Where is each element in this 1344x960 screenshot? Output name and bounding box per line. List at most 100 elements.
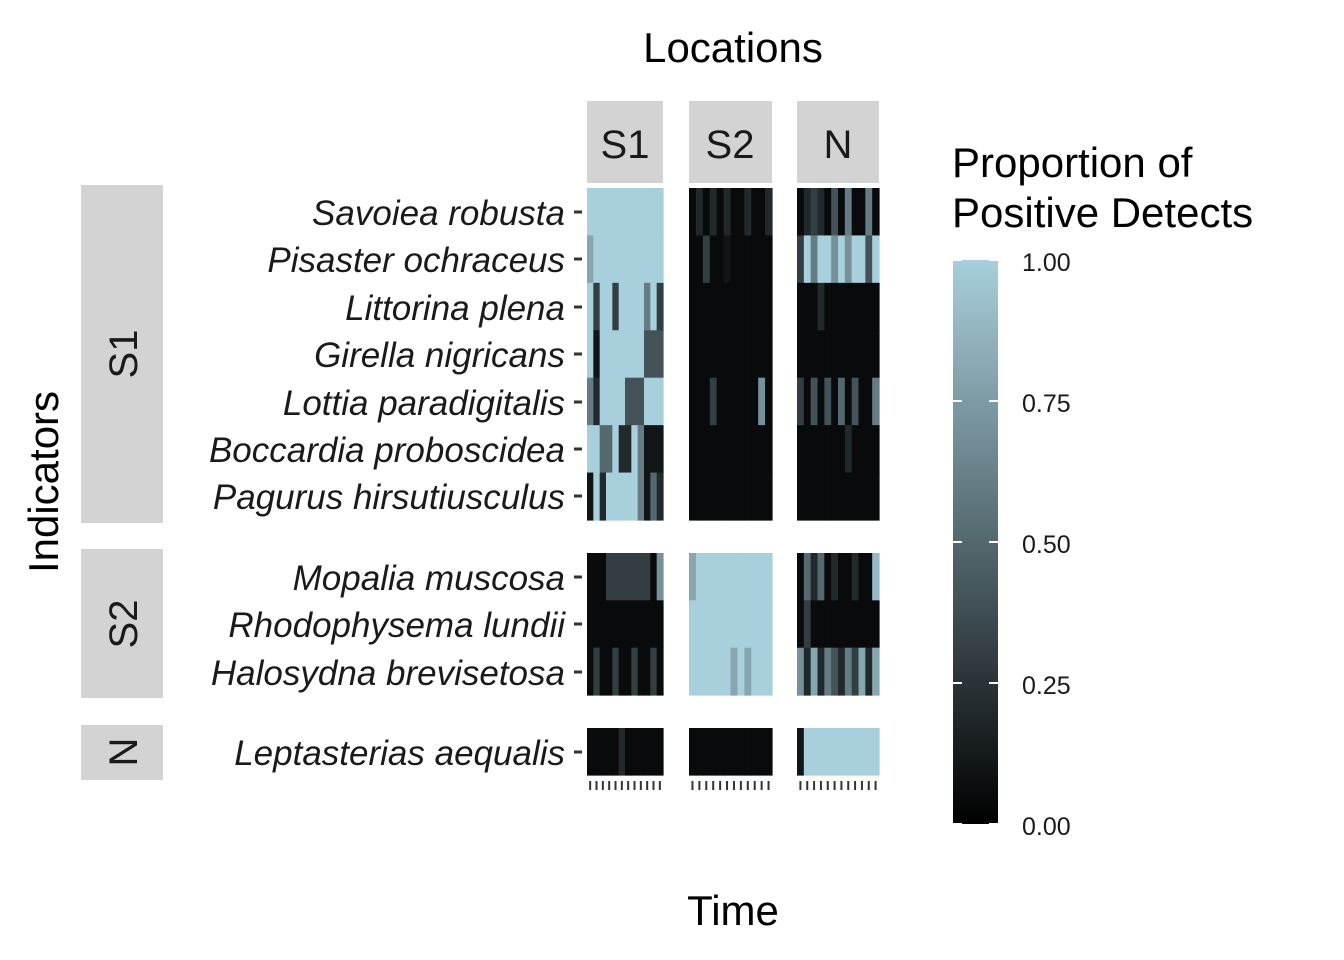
heatmap-cell xyxy=(824,647,832,696)
heatmap-cell xyxy=(817,472,825,521)
heatmap-cell xyxy=(765,472,773,521)
heatmap-cell xyxy=(695,330,704,379)
heatmap-cell xyxy=(606,728,613,776)
heatmap-cell xyxy=(831,600,839,649)
legend-tick-label: 0.50 xyxy=(1022,531,1071,559)
heatmap-cell xyxy=(737,472,745,521)
heatmap-cell xyxy=(618,282,626,331)
heatmap-cell xyxy=(650,282,658,331)
location-strip-s2: S2 xyxy=(706,123,755,167)
heatmap-cell xyxy=(689,728,697,776)
heatmap-cell xyxy=(744,188,752,237)
heatmap-cell xyxy=(702,377,711,426)
heatmap-cell xyxy=(716,235,725,284)
heatmap-cell xyxy=(593,188,601,237)
heatmap-cell xyxy=(631,235,639,284)
heatmap-cell xyxy=(831,235,839,284)
heatmap-cell xyxy=(593,472,601,521)
heatmap-cell xyxy=(625,188,632,237)
heatmap-cell xyxy=(593,282,601,331)
heatmap-cell xyxy=(737,188,745,237)
heatmap-cell xyxy=(838,472,846,521)
heatmap-cell xyxy=(612,553,620,601)
heatmap-cell xyxy=(656,728,664,776)
heatmap-cell xyxy=(650,600,658,649)
heatmap-cell xyxy=(838,728,846,776)
heatmap-cell xyxy=(618,425,626,474)
heatmap-cell xyxy=(723,647,732,696)
heatmap-cell xyxy=(851,472,860,521)
heatmap-cell xyxy=(723,282,732,331)
heatmap-cell xyxy=(797,553,805,601)
heatmap-cell xyxy=(844,188,853,237)
heatmap-cell xyxy=(625,553,632,601)
heatmap-cell xyxy=(612,377,620,426)
heatmap-cell xyxy=(858,600,866,649)
heatmap-cell xyxy=(872,647,880,696)
heatmap-cell xyxy=(744,377,752,426)
heatmap-cell xyxy=(803,647,812,696)
heatmap-cell xyxy=(810,425,819,474)
heatmap-cell xyxy=(625,600,632,649)
heatmap-cell xyxy=(656,553,664,601)
heatmap-cell xyxy=(765,728,773,776)
heatmap-cell xyxy=(656,647,664,696)
heatmap-cell xyxy=(644,282,651,331)
heatmap-cell xyxy=(650,377,658,426)
heatmap-cell xyxy=(872,188,880,237)
heatmap-cell xyxy=(797,235,805,284)
heatmap-cell xyxy=(844,553,853,601)
heatmap-cell xyxy=(844,330,853,379)
heatmap-cell xyxy=(709,425,718,474)
heatmap-cell xyxy=(817,330,825,379)
heatmap-cell xyxy=(765,282,773,331)
x-ticks xyxy=(589,781,877,790)
heatmap-cell xyxy=(737,235,745,284)
heatmap-cell xyxy=(831,425,839,474)
heatmap-cell xyxy=(803,553,812,601)
heatmap-cell xyxy=(810,728,819,776)
location-strip-s1-bg xyxy=(587,101,663,183)
heatmap-cell xyxy=(817,425,825,474)
heatmap-cell xyxy=(716,647,725,696)
legend: Proportion of Positive Detects 1.00 0.75… xyxy=(952,139,1253,841)
heatmap-cell xyxy=(656,600,664,649)
heatmap-cell xyxy=(730,188,739,237)
heatmap-cell xyxy=(751,728,759,776)
heatmap-cell xyxy=(730,330,739,379)
heatmap-cell xyxy=(695,553,704,601)
species-label: Rhodophysema lundii xyxy=(228,606,566,645)
heatmap-cell xyxy=(587,600,594,649)
heatmap-cell xyxy=(631,553,639,601)
heatmap-cell xyxy=(723,472,732,521)
heatmap-cell xyxy=(831,330,839,379)
heatmap-cell xyxy=(824,600,832,649)
location-strip-s2-bg xyxy=(689,101,772,183)
heatmap-cell xyxy=(702,472,711,521)
heatmap-cell xyxy=(872,728,880,776)
heatmap-cell xyxy=(612,647,620,696)
legend-title-line-1: Proportion of xyxy=(952,139,1193,186)
heatmap-cell xyxy=(695,282,704,331)
heatmap-cell xyxy=(612,330,620,379)
heatmap-cell xyxy=(858,472,866,521)
heatmap-cell xyxy=(631,425,639,474)
heatmap-cell xyxy=(599,235,607,284)
heatmap-cell xyxy=(625,472,632,521)
heatmap-cell xyxy=(838,330,846,379)
heatmap-cell xyxy=(689,425,697,474)
heatmap-cell xyxy=(865,235,873,284)
heatmap-cell xyxy=(650,472,658,521)
heatmap-cell xyxy=(744,600,752,649)
heatmap-cell xyxy=(695,472,704,521)
y-ticks xyxy=(574,210,582,754)
heatmap-cell xyxy=(702,425,711,474)
heatmap-cell xyxy=(872,330,880,379)
heatmap-cell xyxy=(606,330,613,379)
heatmap-cell xyxy=(644,188,651,237)
heatmap-cell xyxy=(831,282,839,331)
heatmap-cell xyxy=(606,188,613,237)
heatmap-cell xyxy=(797,425,805,474)
heatmap-cell xyxy=(803,330,812,379)
heatmap-cell xyxy=(797,600,805,649)
